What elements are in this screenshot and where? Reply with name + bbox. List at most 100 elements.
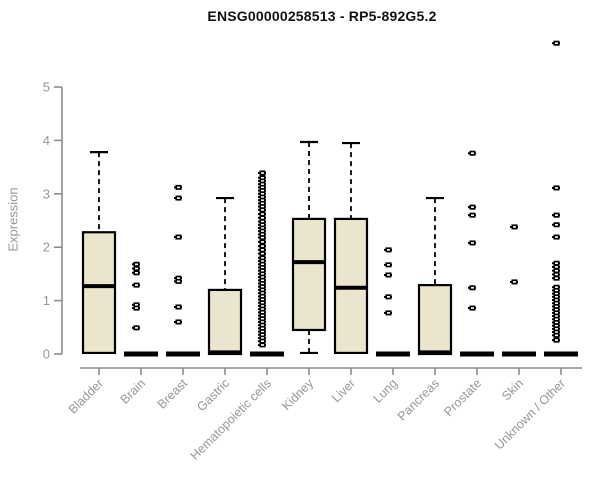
x-category-label: Hematopoietic cells xyxy=(188,376,275,463)
outlier-point xyxy=(258,247,266,253)
outlier-point xyxy=(174,184,182,190)
chart-title: ENSG00000258513 - RP5-892G5.2 xyxy=(207,8,437,24)
outlier-point xyxy=(258,313,266,319)
outlier-point xyxy=(510,279,518,285)
outlier-point xyxy=(258,316,266,322)
outlier-point xyxy=(258,228,266,234)
boxplot-pancreas xyxy=(417,196,453,356)
box xyxy=(81,231,117,355)
x-category-label: Breast xyxy=(155,376,191,412)
y-tick-label: 5 xyxy=(43,80,50,95)
outlier-point xyxy=(552,310,560,316)
outlier-point xyxy=(258,181,266,187)
outlier-point xyxy=(258,322,266,328)
outlier-point xyxy=(258,277,266,283)
outlier-point xyxy=(132,325,140,331)
y-tick-label: 0 xyxy=(43,347,50,362)
outlier-point xyxy=(468,240,476,246)
outlier-point xyxy=(132,261,140,267)
outlier-point xyxy=(258,207,266,213)
outlier-point xyxy=(384,294,392,300)
outlier-point xyxy=(384,262,392,268)
outlier-point xyxy=(552,284,560,290)
outlier-point xyxy=(174,195,182,201)
outlier-point xyxy=(384,310,392,316)
outlier-point xyxy=(174,319,182,325)
x-category-label: Bladder xyxy=(66,376,106,416)
outlier-point xyxy=(258,188,266,194)
outlier-point xyxy=(258,300,266,306)
outlier-point xyxy=(552,264,560,270)
outlier-point xyxy=(552,316,560,322)
outlier-point xyxy=(258,338,266,344)
outlier-point xyxy=(552,291,560,297)
boxplot-bladder xyxy=(81,151,117,355)
outlier-point xyxy=(258,319,266,325)
outlier-point xyxy=(552,300,560,306)
outlier-point xyxy=(258,211,266,217)
box xyxy=(291,217,327,332)
boxplot-unknown-other xyxy=(544,40,578,357)
outlier-point xyxy=(258,293,266,299)
outlier-point xyxy=(258,309,266,315)
outlier-point xyxy=(468,212,476,218)
boxplot-gastric xyxy=(207,196,243,356)
y-tick-label: 2 xyxy=(43,240,50,255)
collapsed-box xyxy=(250,351,284,357)
x-category-label: Gastric xyxy=(194,376,232,414)
outlier-point xyxy=(468,285,476,291)
outlier-point xyxy=(258,329,266,335)
boxplot-brain xyxy=(124,261,158,357)
outlier-point xyxy=(552,329,560,335)
outlier-point xyxy=(258,239,266,245)
outlier-point xyxy=(258,284,266,290)
outlier-point xyxy=(552,271,560,277)
box xyxy=(207,288,243,356)
y-tick-label: 3 xyxy=(43,186,50,201)
boxplot-kidney xyxy=(291,140,327,355)
outlier-point xyxy=(552,185,560,191)
outlier-point xyxy=(552,337,560,343)
outlier-point xyxy=(258,194,266,200)
x-category-label: Skin xyxy=(499,376,526,403)
outlier-point xyxy=(258,297,266,303)
outlier-point xyxy=(552,326,560,332)
boxplot-skin xyxy=(502,224,536,357)
outlier-point xyxy=(258,303,266,309)
y-tick-label: 4 xyxy=(43,133,50,148)
collapsed-box xyxy=(376,351,410,357)
outlier-point xyxy=(258,342,266,348)
outlier-point xyxy=(552,268,560,274)
y-axis: 0 1 2 3 4 5 xyxy=(43,80,63,362)
outlier-point xyxy=(258,204,266,210)
outlier-point xyxy=(258,258,266,264)
x-category-label: Pancreas xyxy=(395,376,442,423)
outlier-point xyxy=(258,290,266,296)
outlier-point xyxy=(258,261,266,267)
outlier-point xyxy=(552,319,560,325)
outlier-point xyxy=(258,219,266,225)
x-category-label: Prostate xyxy=(441,376,484,419)
outlier-point xyxy=(258,243,266,249)
outlier-point xyxy=(258,281,266,287)
outlier-point xyxy=(174,278,182,284)
outlier-point xyxy=(468,204,476,210)
outlier-point xyxy=(258,268,266,274)
outlier-point xyxy=(258,225,266,231)
outlier-point xyxy=(552,332,560,338)
boxplot-prostate xyxy=(460,150,494,357)
outlier-point xyxy=(384,247,392,253)
x-category-label: Brain xyxy=(118,376,149,407)
outlier-point xyxy=(132,305,140,311)
collapsed-box xyxy=(460,351,494,357)
outlier-point xyxy=(258,332,266,338)
outlier-point xyxy=(132,270,140,276)
outlier-point xyxy=(132,266,140,272)
outlier-point xyxy=(258,215,266,221)
outlier-point xyxy=(552,297,560,303)
box xyxy=(417,284,453,356)
x-category-label: Lung xyxy=(371,376,401,406)
